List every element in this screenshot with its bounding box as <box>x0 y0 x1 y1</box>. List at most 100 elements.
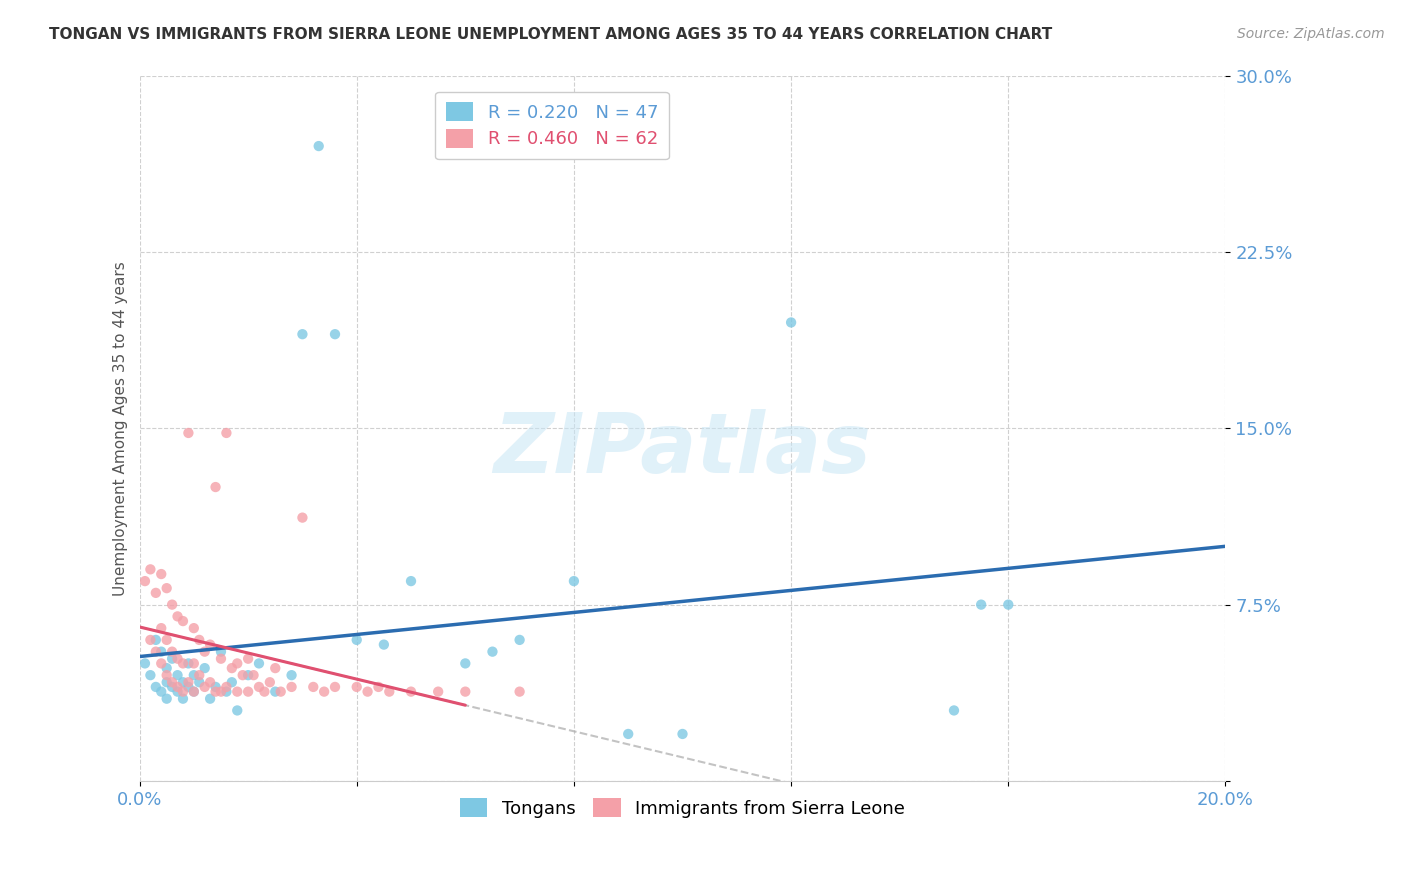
Point <box>346 632 368 647</box>
Point <box>215 684 238 698</box>
Point <box>509 632 531 647</box>
Point <box>209 645 232 659</box>
Point <box>943 703 966 717</box>
Point <box>145 680 167 694</box>
Point <box>399 684 422 698</box>
Point <box>156 668 179 682</box>
Point <box>156 661 179 675</box>
Point <box>509 684 531 698</box>
Point <box>166 680 188 694</box>
Point <box>177 680 200 694</box>
Point <box>215 425 238 440</box>
Point <box>308 139 330 153</box>
Point <box>198 691 221 706</box>
Point <box>160 645 183 659</box>
Point <box>617 727 640 741</box>
Point <box>970 598 993 612</box>
Point <box>356 684 378 698</box>
Point <box>427 684 450 698</box>
Point <box>314 684 336 698</box>
Point <box>134 657 156 671</box>
Point <box>264 684 287 698</box>
Point <box>156 581 179 595</box>
Point <box>134 574 156 588</box>
Point <box>194 645 217 659</box>
Point <box>481 645 503 659</box>
Point <box>145 632 167 647</box>
Point <box>166 684 188 698</box>
Y-axis label: Unemployment Among Ages 35 to 44 years: Unemployment Among Ages 35 to 44 years <box>114 260 128 596</box>
Point <box>367 680 389 694</box>
Point <box>242 668 264 682</box>
Point <box>183 684 205 698</box>
Point <box>280 680 302 694</box>
Legend: Tongans, Immigrants from Sierra Leone: Tongans, Immigrants from Sierra Leone <box>453 791 912 825</box>
Point <box>270 684 292 698</box>
Point <box>373 638 395 652</box>
Point <box>226 657 249 671</box>
Point <box>160 651 183 665</box>
Point <box>221 675 243 690</box>
Point <box>323 327 346 342</box>
Point <box>177 657 200 671</box>
Point <box>236 668 259 682</box>
Point <box>280 668 302 682</box>
Point <box>150 657 173 671</box>
Point <box>139 562 162 576</box>
Point <box>139 668 162 682</box>
Point <box>183 657 205 671</box>
Point <box>302 680 325 694</box>
Point <box>166 609 188 624</box>
Point <box>291 510 314 524</box>
Point <box>188 675 211 690</box>
Point <box>156 632 179 647</box>
Point <box>139 632 162 647</box>
Point <box>188 632 211 647</box>
Point <box>221 661 243 675</box>
Point <box>671 727 693 741</box>
Point <box>204 684 226 698</box>
Point <box>166 668 188 682</box>
Point <box>177 425 200 440</box>
Point <box>177 675 200 690</box>
Point <box>160 675 183 690</box>
Point <box>259 675 281 690</box>
Text: TONGAN VS IMMIGRANTS FROM SIERRA LEONE UNEMPLOYMENT AMONG AGES 35 TO 44 YEARS CO: TONGAN VS IMMIGRANTS FROM SIERRA LEONE U… <box>49 27 1053 42</box>
Point <box>204 480 226 494</box>
Text: ZIPatlas: ZIPatlas <box>494 409 872 490</box>
Point <box>264 661 287 675</box>
Point <box>166 651 188 665</box>
Point <box>997 598 1019 612</box>
Point <box>150 684 173 698</box>
Point <box>198 675 221 690</box>
Point <box>145 645 167 659</box>
Point <box>183 684 205 698</box>
Point <box>562 574 585 588</box>
Point <box>236 684 259 698</box>
Point <box>172 691 194 706</box>
Point <box>172 657 194 671</box>
Point <box>160 598 183 612</box>
Point <box>226 703 249 717</box>
Point <box>247 657 270 671</box>
Point <box>454 684 477 698</box>
Point <box>226 684 249 698</box>
Point <box>399 574 422 588</box>
Point <box>232 668 254 682</box>
Point <box>156 675 179 690</box>
Point <box>215 680 238 694</box>
Point <box>183 621 205 635</box>
Point <box>780 315 803 329</box>
Point <box>247 680 270 694</box>
Point <box>194 680 217 694</box>
Point <box>209 651 232 665</box>
Point <box>378 684 401 698</box>
Point <box>204 680 226 694</box>
Point <box>172 614 194 628</box>
Point <box>150 645 173 659</box>
Point <box>150 567 173 582</box>
Point <box>183 668 205 682</box>
Point <box>188 668 211 682</box>
Point <box>291 327 314 342</box>
Point <box>209 684 232 698</box>
